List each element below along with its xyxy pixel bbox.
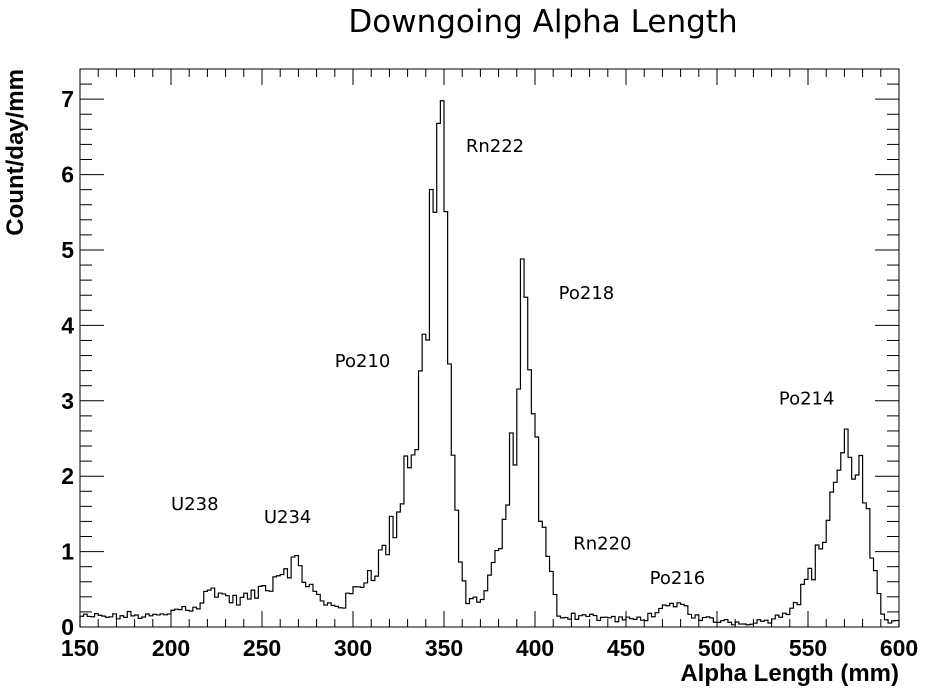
x-tick-label: 450	[607, 635, 645, 661]
peak-annotation: U238	[171, 494, 219, 515]
x-tick-label: 250	[243, 635, 281, 661]
x-tick-label: 500	[698, 635, 736, 661]
x-tick-label: 600	[880, 635, 918, 661]
peak-annotation: Po216	[650, 568, 706, 589]
peak-annotation: Po210	[335, 351, 391, 372]
peak-annotation: Rn222	[466, 136, 524, 157]
y-tick-label: 4	[61, 312, 74, 338]
x-axis-label: Alpha Length (mm)	[680, 660, 899, 687]
peak-annotation: U234	[264, 507, 312, 528]
x-tick-label: 550	[789, 635, 827, 661]
y-tick-labels: 0 1 2 3 4 5 6 7	[61, 86, 74, 640]
y-tick-label: 0	[61, 614, 74, 640]
peak-annotation: Po218	[559, 283, 615, 304]
x-tick-label: 400	[516, 635, 554, 661]
y-tick-label: 2	[61, 463, 74, 489]
chart-title: Downgoing Alpha Length	[348, 4, 737, 40]
peak-annotation: Rn220	[573, 533, 631, 554]
y-axis-label: Count/day/mm	[2, 69, 29, 236]
major-ticks	[79, 69, 900, 628]
x-tick-label: 200	[152, 635, 190, 661]
x-tick-labels: 150 200 250 300 350 400 450 500 550 600	[61, 635, 918, 661]
y-tick-label: 3	[61, 388, 74, 414]
y-tick-label: 1	[61, 539, 74, 565]
peak-annotation: Po214	[779, 389, 835, 410]
y-tick-label: 6	[61, 162, 74, 188]
peak-annotations: U238 U234 Po210 Rn222 Po218 Rn220 Po216 Po214	[171, 136, 834, 589]
y-tick-label: 5	[61, 237, 74, 263]
x-tick-label: 150	[61, 635, 99, 661]
minor-ticks	[80, 68, 899, 627]
x-tick-label: 300	[334, 635, 372, 661]
plot-frame	[79, 68, 900, 628]
histogram-series	[79, 100, 900, 627]
y-tick-label: 7	[61, 86, 74, 112]
x-tick-label: 350	[425, 635, 463, 661]
